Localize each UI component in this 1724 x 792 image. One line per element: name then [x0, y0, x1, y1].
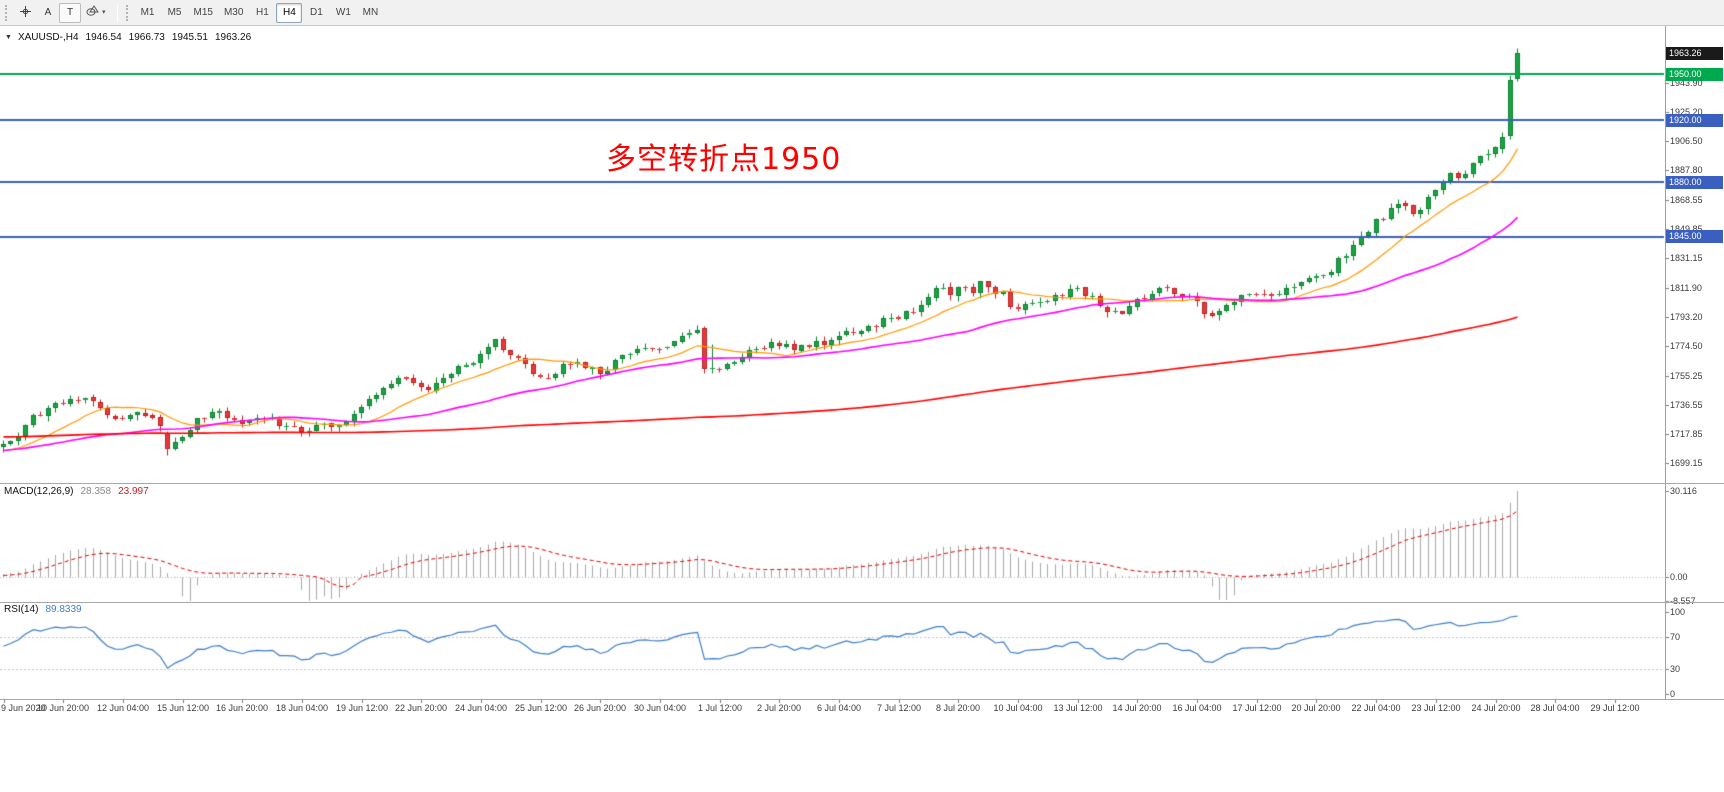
crosshair-tool-button[interactable]: [14, 3, 37, 23]
price-axis-label: 1906.50: [1670, 136, 1703, 146]
pane-separator[interactable]: [0, 602, 1724, 603]
time-axis-label: 29 Jul 12:00: [1590, 703, 1640, 713]
crosshair-icon: [19, 5, 32, 21]
ohlc-high: 1966.73: [128, 32, 165, 43]
time-axis-label: 9 Jun 2020: [1, 703, 46, 713]
price-axis-label: 1774.50: [1670, 341, 1703, 351]
time-axis-label: 13 Jul 12:00: [1053, 703, 1103, 713]
pane-separator[interactable]: [0, 483, 1724, 484]
price-chart-canvas[interactable]: [0, 26, 1724, 792]
macd-main-value: 28.358: [80, 486, 112, 497]
chart-symbol-label: XAUUSD-,H4: [17, 32, 79, 43]
rsi-value: 89.8339: [45, 604, 82, 615]
price-axis-label: 1943.90: [1670, 78, 1703, 88]
price-axis-label: 1717.85: [1670, 429, 1703, 439]
time-axis-label: 18 Jun 04:00: [275, 703, 329, 713]
text-tool-button[interactable]: A: [44, 7, 52, 18]
time-axis-label: 20 Jul 20:00: [1291, 703, 1341, 713]
chevron-down-icon: ▾: [102, 9, 106, 16]
ohlc-low: 1945.51: [171, 32, 208, 43]
price-axis-label: 1831.15: [1670, 253, 1703, 263]
toolbar-grip[interactable]: [5, 4, 9, 21]
timeframe-button-m1[interactable]: M1: [140, 7, 155, 18]
collapse-triangle-icon[interactable]: ▼: [5, 34, 12, 41]
shapes-tool-button[interactable]: ▾: [81, 3, 111, 23]
toolbar-separator: [116, 3, 118, 22]
time-axis-label: 30 Jun 04:00: [633, 703, 687, 713]
time-axis-label: 16 Jul 04:00: [1172, 703, 1222, 713]
time-axis-label: 15 Jun 12:00: [156, 703, 210, 713]
rsi-axis-label: 100: [1670, 607, 1686, 617]
time-axis-label: 22 Jul 04:00: [1351, 703, 1401, 713]
time-axis-label: 1 Jul 12:00: [697, 703, 743, 713]
time-axis-label: 22 Jun 20:00: [394, 703, 448, 713]
pane-separator[interactable]: [0, 699, 1724, 700]
macd-signal-value: 23.997: [118, 486, 149, 497]
time-axis-label: 25 Jun 12:00: [514, 703, 568, 713]
price-axis-label: 1811.90: [1670, 283, 1702, 293]
price-axis-label: 1755.25: [1670, 371, 1703, 381]
time-axis-label: 12 Jun 04:00: [96, 703, 150, 713]
time-axis-label: 7 Jul 12:00: [876, 703, 922, 713]
time-axis-label: 17 Jul 12:00: [1232, 703, 1282, 713]
rsi-axis-label: 70: [1670, 632, 1681, 642]
time-axis-label: 19 Jun 12:00: [335, 703, 389, 713]
macd-pane-label: MACD(12,26,9) 28.358 23.997: [4, 486, 149, 497]
time-axis-label: 28 Jul 04:00: [1530, 703, 1580, 713]
timeframe-button-m30[interactable]: M30: [223, 7, 244, 18]
price-axis-label: 1887.80: [1670, 165, 1703, 175]
price-line-tag: 1950.00: [1666, 68, 1723, 81]
timeframe-button-mn[interactable]: MN: [362, 7, 379, 18]
shapes-icon: [86, 5, 100, 20]
time-axis-label: 8 Jul 20:00: [935, 703, 981, 713]
price-line-tag: 1880.00: [1666, 176, 1723, 189]
macd-axis-label: -8.557: [1670, 596, 1696, 606]
text-label-tool-button[interactable]: T: [59, 2, 81, 23]
macd-axis-label: 0.00: [1670, 572, 1688, 582]
time-axis-label: 2 Jul 20:00: [756, 703, 802, 713]
timeframe-button-w1[interactable]: W1: [335, 7, 351, 18]
time-axis-label: 24 Jul 20:00: [1471, 703, 1521, 713]
price-axis-label: 1699.15: [1670, 458, 1703, 468]
rsi-axis-label: 0: [1670, 689, 1676, 699]
time-axis-label: 14 Jul 20:00: [1112, 703, 1162, 713]
time-axis-label: 10 Jul 04:00: [993, 703, 1043, 713]
timeframe-group: M1 M5 M15 M30 H1 H4 D1 W1 MN: [135, 2, 384, 23]
timeframe-button-d1[interactable]: D1: [310, 7, 323, 18]
price-axis-label: 1849.85: [1670, 224, 1703, 234]
current-price-tag: 1963.26: [1666, 47, 1723, 60]
ohlc-open: 1946.54: [85, 32, 122, 43]
time-axis-label: 26 Jun 20:00: [573, 703, 627, 713]
timeframe-button-h4[interactable]: H4: [276, 2, 303, 23]
price-axis-label: 1736.55: [1670, 400, 1703, 410]
macd-axis-label: 30.116: [1670, 486, 1697, 496]
toolbar: A T ▾ M1 M5 M15 M30 H1 H4 D1 W1 MN: [0, 0, 1724, 26]
macd-indicator-name: MACD(12,26,9): [4, 486, 74, 497]
time-axis-label: 23 Jul 12:00: [1411, 703, 1461, 713]
chart-window: ▼ XAUUSD-,H4 1946.54 1966.73 1945.51 196…: [0, 26, 1724, 792]
chart-annotation-text[interactable]: 多空转折点1950: [606, 142, 842, 177]
rsi-pane-label: RSI(14) 89.8339: [4, 604, 82, 615]
price-line-tag: 1845.00: [1666, 230, 1723, 243]
toolbar-grip[interactable]: [125, 4, 130, 21]
price-axis-label: 1868.55: [1670, 195, 1703, 205]
timeframe-button-m15[interactable]: M15: [193, 7, 213, 18]
ohlc-close: 1963.26: [214, 32, 252, 43]
time-axis-label: 24 Jun 04:00: [454, 703, 508, 713]
rsi-indicator-name: RSI(14): [4, 604, 39, 615]
price-axis-label: 1793.20: [1670, 312, 1703, 322]
time-axis-label: 10 Jun 20:00: [36, 703, 90, 713]
time-axis-label: 16 Jun 20:00: [215, 703, 269, 713]
time-axis-label: 6 Jul 04:00: [816, 703, 862, 713]
price-axis-label: 1925.20: [1670, 107, 1703, 117]
price-axis-border: [1665, 26, 1666, 700]
rsi-axis-label: 30: [1670, 664, 1681, 674]
price-line-tag: 1920.00: [1666, 114, 1723, 127]
chart-header: ▼ XAUUSD-,H4 1946.54 1966.73 1945.51 196…: [5, 32, 251, 43]
timeframe-button-m5[interactable]: M5: [167, 7, 182, 18]
timeframe-button-h1[interactable]: H1: [256, 7, 269, 18]
